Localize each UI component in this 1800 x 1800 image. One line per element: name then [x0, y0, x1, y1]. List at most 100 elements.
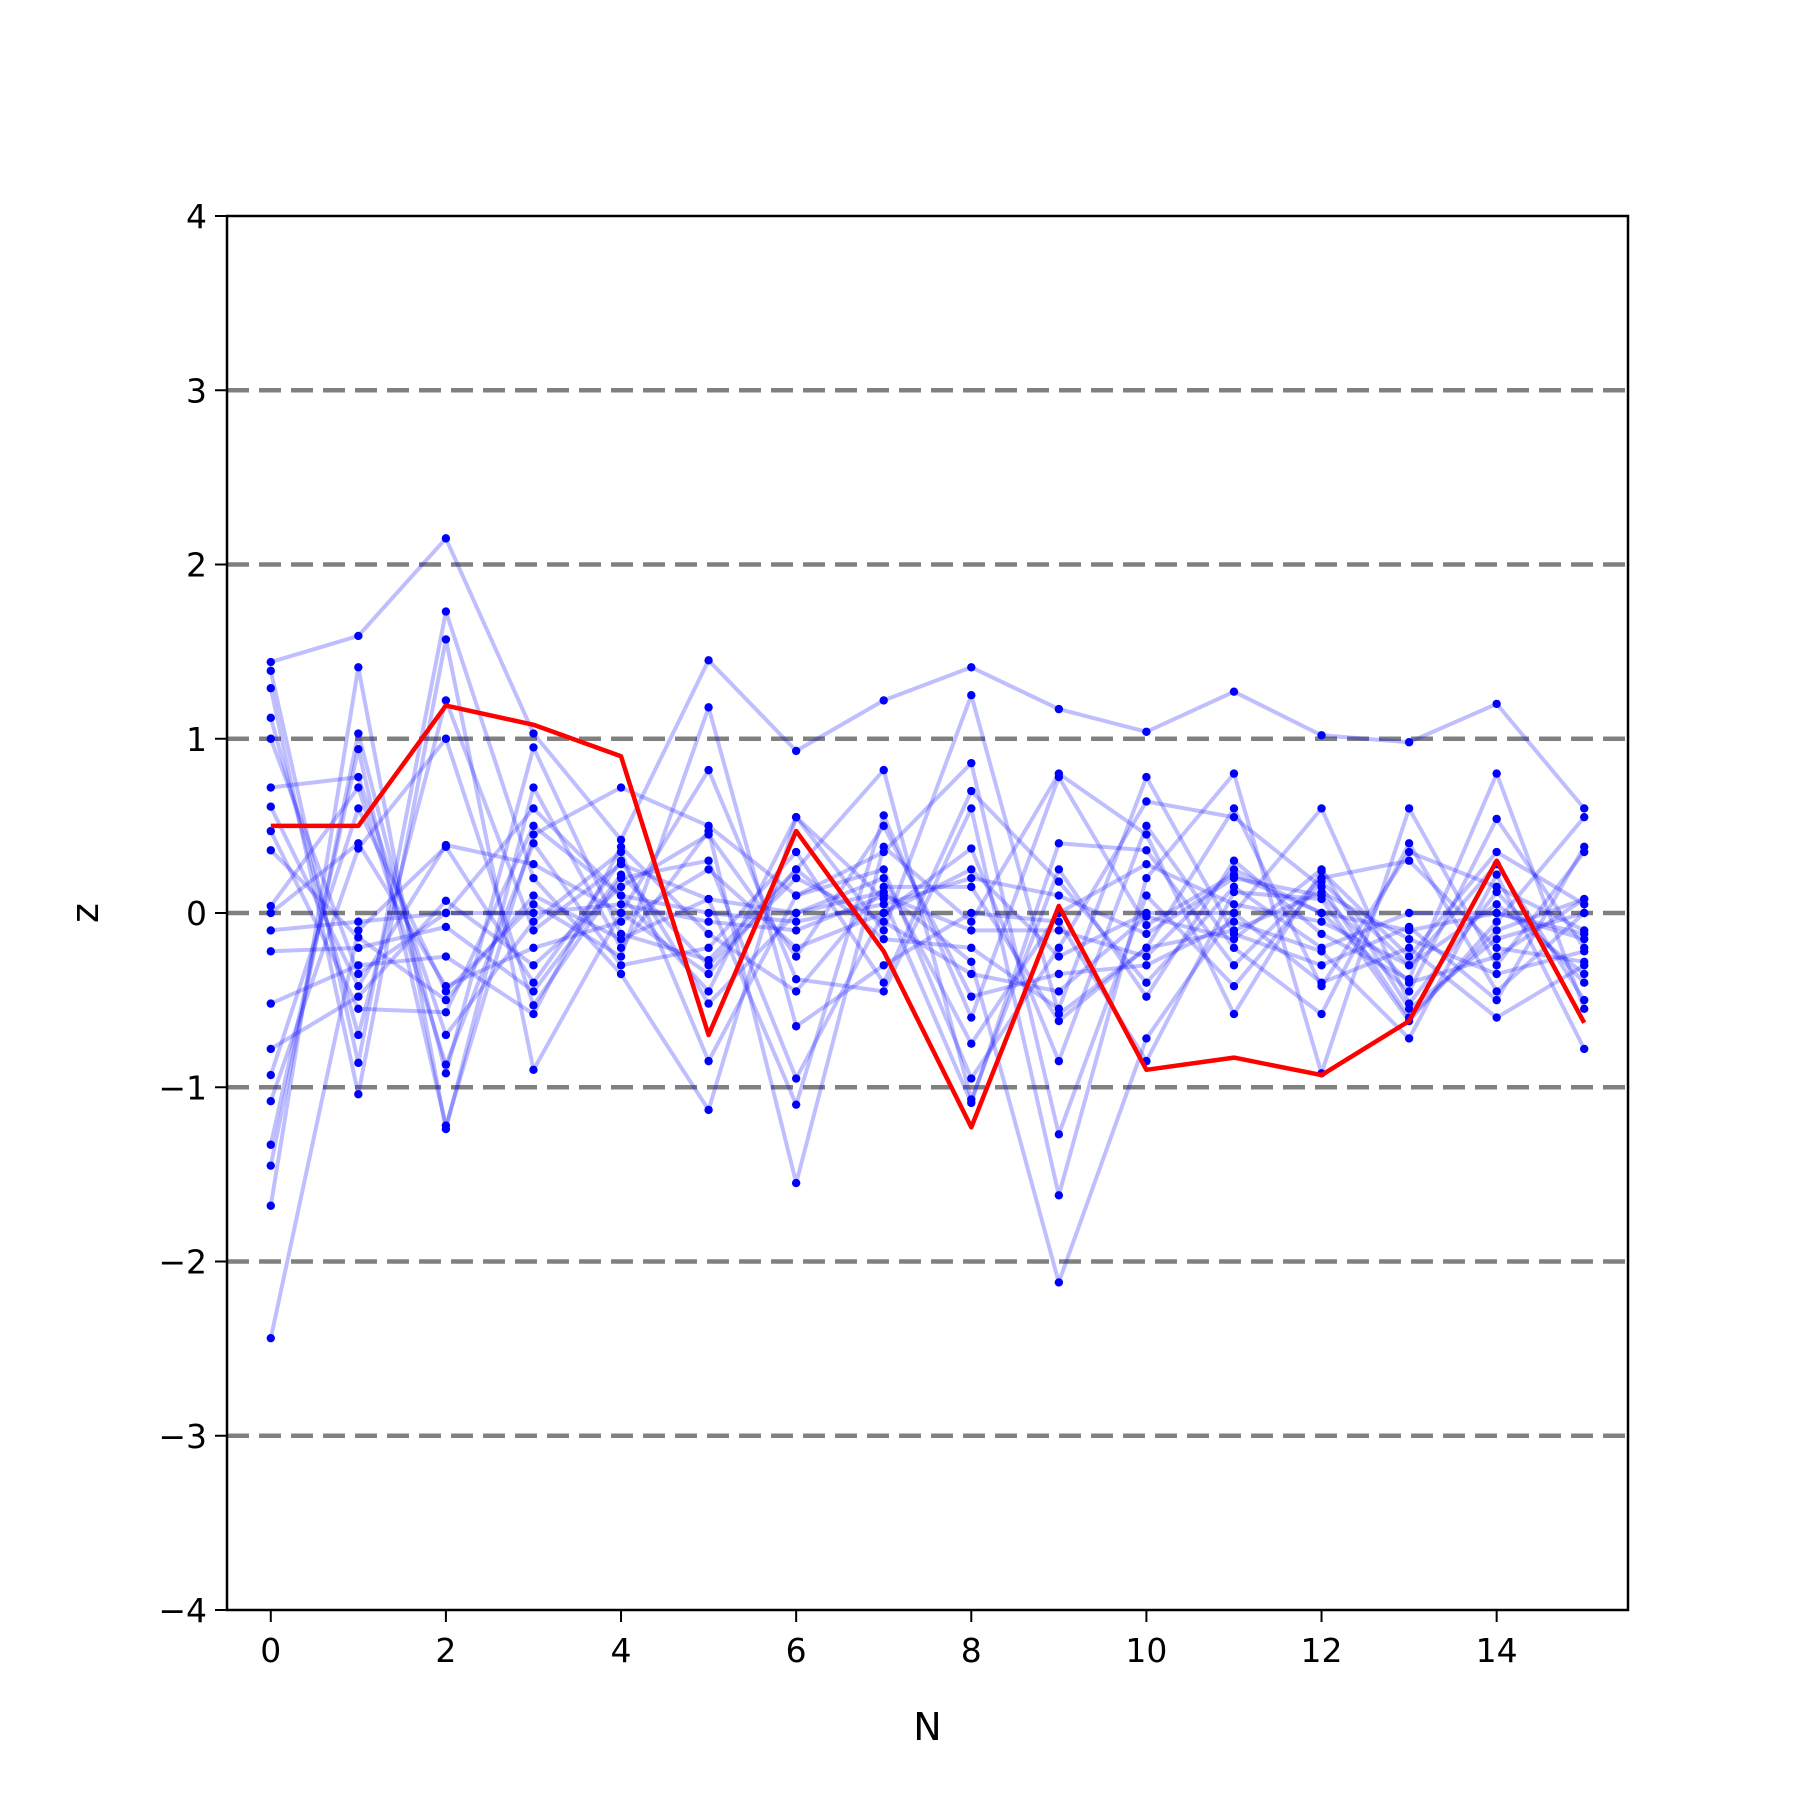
series-15-point-4 — [616, 961, 626, 970]
series-19-point-14 — [1492, 1013, 1501, 1022]
series-6-point-10 — [1142, 920, 1151, 930]
series-19-point-5 — [704, 865, 713, 874]
series-17-point-0 — [266, 846, 275, 855]
series-line-5 — [268, 731, 1587, 1167]
series-13-point-10 — [1142, 961, 1151, 970]
series-6-point-3 — [529, 926, 538, 935]
series-11-point-3 — [529, 900, 538, 909]
series-17-point-11 — [1229, 900, 1239, 909]
y-tick-label-1: −3 — [158, 1417, 207, 1456]
series-9-point-13 — [1404, 839, 1414, 848]
series-19-point-0 — [266, 908, 275, 918]
series-16-point-15 — [1580, 947, 1589, 956]
series-5-point-12 — [1317, 929, 1326, 939]
series-17-point-7 — [879, 873, 888, 883]
series-12-point-4 — [616, 908, 626, 918]
series-6-point-14 — [1492, 814, 1501, 824]
series-5-point-3 — [529, 743, 538, 752]
series-15-point-6 — [791, 847, 801, 857]
series-0-point-8 — [967, 663, 976, 672]
series-15-point-5 — [704, 943, 713, 953]
series-13-point-0 — [266, 1044, 275, 1054]
x-axis-label: N — [913, 1705, 941, 1749]
series-4-point-14 — [1492, 961, 1501, 970]
series-8-point-0 — [266, 734, 275, 743]
series-11-point-4 — [616, 952, 626, 961]
series-13-point-13 — [1404, 1034, 1414, 1043]
series-14-point-10 — [1142, 929, 1151, 939]
series-10-point-12 — [1317, 877, 1326, 886]
series-0-point-3 — [529, 729, 538, 738]
series-0-point-14 — [1492, 699, 1501, 709]
y-tick-label-0: −4 — [158, 1591, 207, 1630]
series-17-point-15 — [1580, 995, 1589, 1005]
series-19-point-9 — [1054, 952, 1064, 961]
series-17-point-4 — [616, 934, 626, 944]
series-14-point-13 — [1404, 978, 1414, 987]
series-0-point-9 — [1054, 704, 1064, 714]
series-14-point-2 — [441, 1008, 451, 1017]
series-4-point-9 — [1054, 1191, 1064, 1200]
series-18-point-9 — [1054, 987, 1064, 996]
series-2-point-13 — [1404, 847, 1414, 857]
series-16-point-9 — [1054, 1016, 1064, 1026]
series-10-point-14 — [1492, 900, 1501, 909]
series-line-7 — [268, 747, 1585, 1146]
x-tick-label-2: 4 — [611, 1631, 632, 1670]
series-6-point-0 — [266, 713, 275, 723]
series-17-point-13 — [1404, 961, 1414, 970]
series-20-point-10 — [1142, 952, 1151, 961]
series-15-point-11 — [1229, 882, 1239, 892]
x-axis-ticks: 0 2 4 6 8 10 12 14 — [260, 1610, 1518, 1670]
series-1-point-5 — [704, 999, 713, 1008]
series-16-point-14 — [1492, 969, 1501, 979]
series-2-point-4 — [616, 969, 626, 979]
series-line-15 — [269, 785, 1585, 1067]
series-3-point-11 — [1229, 1009, 1239, 1019]
series-10-point-15 — [1580, 969, 1589, 979]
series-line-2 — [268, 609, 1586, 1112]
series-14-point-15 — [1580, 894, 1589, 904]
series-7-point-5 — [704, 821, 713, 831]
series-0-point-5 — [704, 656, 713, 665]
series-8-point-10 — [1142, 846, 1151, 855]
series-16-point-13 — [1404, 934, 1414, 944]
series-12-point-8 — [967, 943, 976, 953]
series-13-point-14 — [1492, 870, 1501, 879]
series-4-point-6 — [791, 975, 801, 984]
x-tick-label-4: 8 — [961, 1631, 982, 1670]
x-tick-label-0: 0 — [260, 1631, 281, 1670]
series-12-point-1 — [354, 981, 363, 991]
series-11-point-0 — [266, 1070, 275, 1080]
x-tick-label-3: 6 — [786, 1631, 807, 1670]
series-14-point-9 — [1054, 891, 1064, 900]
series-8-point-1 — [354, 969, 363, 979]
series-16-point-2 — [441, 952, 451, 961]
series-18-point-13 — [1404, 1004, 1414, 1014]
series-15-point-12 — [1317, 943, 1326, 953]
series-19-point-2 — [441, 981, 451, 991]
series-line-20 — [270, 867, 1585, 959]
series-20-point-14 — [1492, 908, 1501, 918]
series-0-point-6 — [791, 746, 801, 756]
series-20-point-2 — [441, 908, 451, 918]
series-15-point-2 — [441, 1060, 451, 1069]
series-18-point-12 — [1317, 865, 1326, 874]
series-12-point-12 — [1317, 961, 1326, 970]
series-7-point-2 — [441, 1121, 451, 1130]
series-line-10 — [270, 761, 1586, 1137]
series-4-point-13 — [1404, 804, 1414, 813]
series-5-point-14 — [1492, 769, 1501, 778]
series-10-point-6 — [791, 891, 801, 900]
series-12-point-6 — [791, 865, 801, 874]
series-20-point-4 — [616, 900, 626, 909]
y-tick-label-7: 3 — [186, 371, 207, 410]
series-15-point-9 — [1054, 877, 1064, 886]
series-9-point-10 — [1142, 821, 1151, 831]
series-7-point-7 — [879, 865, 888, 874]
series-2-point-1 — [354, 1058, 363, 1068]
series-line-17 — [269, 848, 1586, 1046]
series-10-point-2 — [441, 1030, 451, 1040]
series-15-point-3 — [529, 839, 538, 848]
series-8-point-8 — [967, 1098, 976, 1108]
